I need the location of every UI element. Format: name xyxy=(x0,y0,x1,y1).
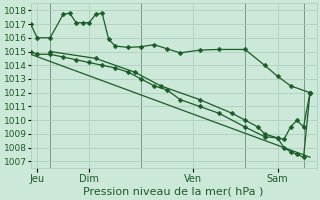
X-axis label: Pression niveau de la mer( hPa ): Pression niveau de la mer( hPa ) xyxy=(84,187,264,197)
